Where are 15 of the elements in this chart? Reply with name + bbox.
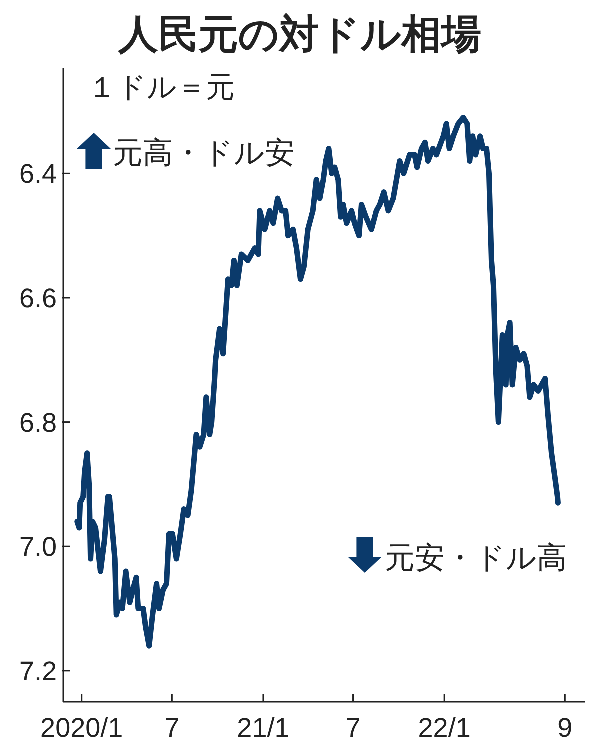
annotation: 元高・ドル安 [113,137,295,170]
x-tick-label: 7 [164,713,180,743]
y-tick-label: 7.2 [19,656,57,686]
annotation: 元安・ドル高 [385,542,567,575]
y-tick-label: 6.4 [19,159,57,190]
x-tick-label: 7 [346,713,361,743]
x-tick-label: 22/1 [418,713,471,743]
y-tick-label: 6.6 [19,283,57,314]
y-axis-title: １ドル＝元 [88,72,235,104]
x-tick-label: 9 [558,713,573,743]
chart-title: 人民元の対ドル相場 [118,13,482,57]
y-tick-label: 6.8 [19,408,57,438]
x-tick-label: 2020/1 [40,713,124,743]
y-tick-label: 7.0 [19,532,57,562]
x-tick-label: 21/1 [237,713,290,743]
